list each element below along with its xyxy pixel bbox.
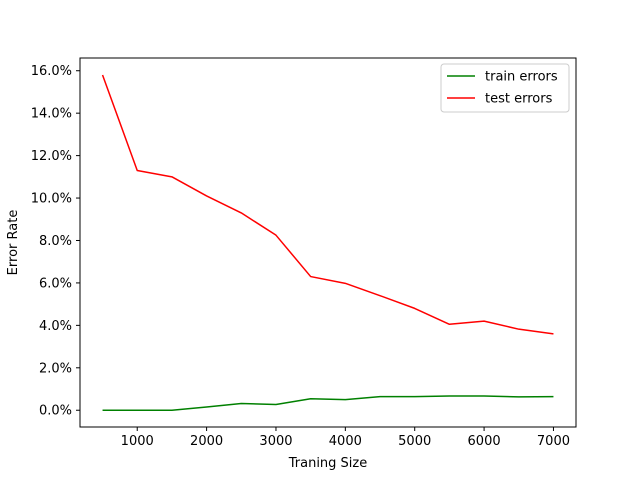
y-tick-label: 10.0%: [31, 192, 72, 207]
series-line-test-errors: [101, 74, 554, 335]
y-tick-label: 16.0%: [31, 64, 72, 79]
y-tick-label: 0.0%: [39, 404, 72, 419]
series-line-train-errors: [102, 395, 554, 411]
y-tick-label: 14.0%: [31, 107, 72, 122]
legend-label: train errors: [485, 70, 558, 85]
x-tick-label: 4000: [329, 434, 362, 449]
y-tick-label: 4.0%: [39, 319, 72, 334]
y-tick-label: 6.0%: [39, 276, 72, 291]
x-axis-title: Traning Size: [288, 456, 368, 471]
legend: train errors test errors: [440, 63, 570, 113]
x-tick-label: 7000: [537, 434, 570, 449]
x-tick-label: 2000: [190, 434, 223, 449]
y-tick-label: 8.0%: [39, 234, 72, 249]
plot-lines: [101, 74, 554, 411]
y-tick-label: 2.0%: [39, 361, 72, 376]
x-tick-label: 3000: [259, 434, 292, 449]
x-tick-label: 1000: [121, 434, 154, 449]
y-axis-title: Error Rate: [6, 210, 21, 276]
y-tick-label: 12.0%: [31, 149, 72, 164]
plot-frame: [79, 57, 577, 428]
x-tick-label: 5000: [398, 434, 431, 449]
legend-label: test errors: [485, 92, 553, 107]
y-axis-ticks: 0.0% 2.0% 4.0% 6.0% 8.0% 10.0% 12.0% 14.0% 16.0%: [31, 64, 80, 419]
x-tick-label: 6000: [468, 434, 501, 449]
x-axis-ticks: 1000 2000 3000 4000 5000 6000 7000: [121, 427, 570, 449]
